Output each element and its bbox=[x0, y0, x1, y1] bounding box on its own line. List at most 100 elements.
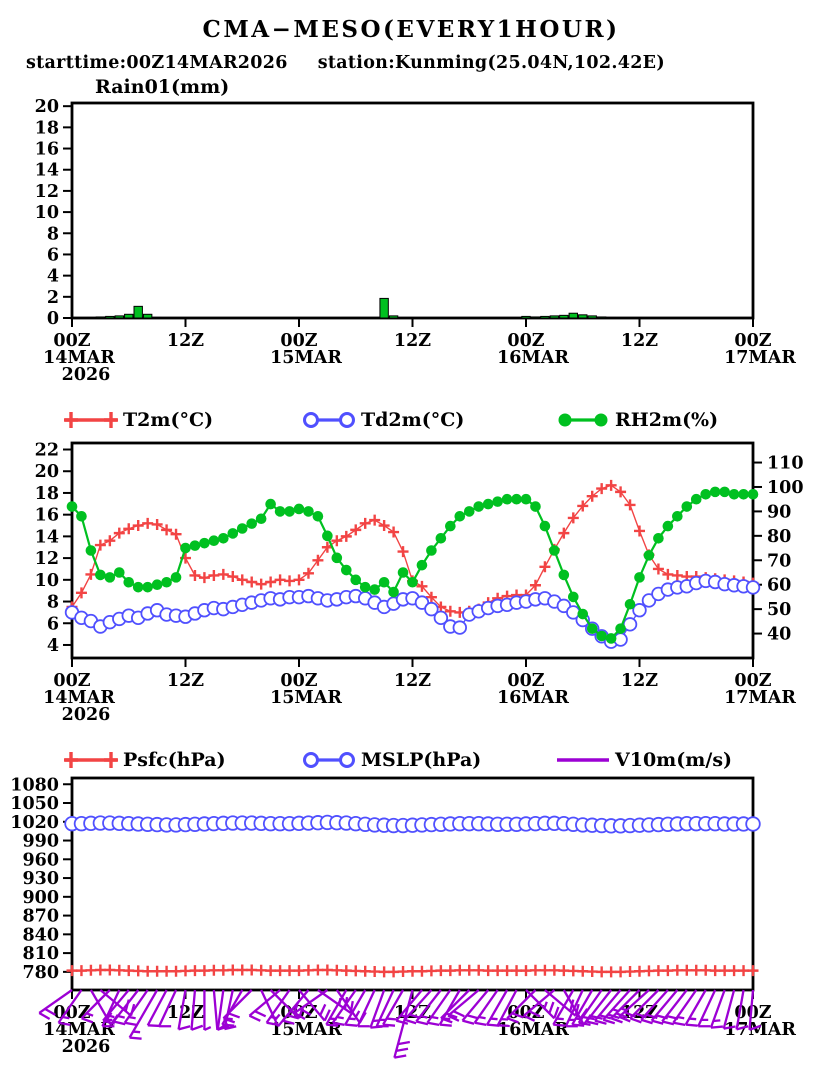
svg-text:00Z: 00Z bbox=[734, 1003, 771, 1023]
svg-text:110: 110 bbox=[767, 454, 804, 474]
svg-text:15MAR: 15MAR bbox=[270, 1020, 342, 1040]
svg-text:00Z: 00Z bbox=[53, 331, 90, 351]
svg-text:15MAR: 15MAR bbox=[270, 348, 342, 368]
svg-text:14MAR: 14MAR bbox=[43, 348, 115, 368]
mslp-series bbox=[64, 814, 761, 834]
svg-text:2026: 2026 bbox=[62, 365, 111, 385]
svg-text:00Z: 00Z bbox=[280, 331, 317, 351]
svg-text:2026: 2026 bbox=[62, 705, 111, 725]
svg-text:2026: 2026 bbox=[62, 1037, 111, 1057]
svg-text:22: 22 bbox=[35, 441, 59, 461]
svg-text:17MAR: 17MAR bbox=[724, 688, 796, 708]
svg-text:12: 12 bbox=[35, 182, 59, 202]
svg-text:12Z: 12Z bbox=[394, 1003, 431, 1023]
psfc-series bbox=[66, 964, 759, 978]
svg-text:8: 8 bbox=[47, 224, 59, 244]
surface-legend: T2m(°C) Td2m(°C) RH2m(%) bbox=[0, 408, 822, 436]
svg-text:12Z: 12Z bbox=[394, 331, 431, 351]
svg-text:60: 60 bbox=[767, 576, 791, 596]
surface-chart: 4681012141618202240506070809010011000Z14… bbox=[35, 441, 804, 725]
svg-text:1020: 1020 bbox=[10, 813, 59, 833]
legend-item-td2m: Td2m(°C) bbox=[300, 408, 464, 432]
svg-text:870: 870 bbox=[22, 907, 59, 927]
pressure-wind-legend: Psfc(hPa) MSLP(hPa) V10m(m/s) bbox=[0, 748, 822, 776]
svg-text:16MAR: 16MAR bbox=[497, 348, 569, 368]
svg-text:00Z: 00Z bbox=[734, 331, 771, 351]
rain-panel-title: Rain01(mm) bbox=[95, 76, 230, 98]
svg-text:0: 0 bbox=[47, 309, 59, 329]
svg-text:70: 70 bbox=[767, 551, 791, 571]
svg-text:14MAR: 14MAR bbox=[43, 688, 115, 708]
svg-text:12Z: 12Z bbox=[167, 671, 204, 691]
run-info: starttime:00Z14MAR2026 station:Kunming(25… bbox=[26, 53, 665, 73]
t2m-marker-icon bbox=[62, 408, 120, 432]
svg-text:16: 16 bbox=[35, 140, 59, 160]
svg-text:12Z: 12Z bbox=[394, 671, 431, 691]
svg-text:900: 900 bbox=[22, 888, 59, 908]
psfc-legend-label: Psfc(hPa) bbox=[123, 749, 226, 771]
svg-text:14MAR: 14MAR bbox=[43, 1020, 115, 1040]
svg-text:16MAR: 16MAR bbox=[497, 1020, 569, 1040]
svg-text:20: 20 bbox=[35, 462, 59, 482]
svg-text:14: 14 bbox=[35, 527, 59, 547]
svg-text:6: 6 bbox=[47, 614, 59, 634]
starttime-label: starttime:00Z14MAR2026 bbox=[26, 53, 288, 73]
svg-text:840: 840 bbox=[22, 925, 59, 945]
legend-item-v10m: V10m(m/s) bbox=[554, 748, 732, 772]
svg-text:960: 960 bbox=[22, 850, 59, 870]
td2m-marker-icon bbox=[300, 408, 358, 432]
svg-text:930: 930 bbox=[22, 869, 59, 889]
page-title: CMA−MESO(EVERY1HOUR) bbox=[202, 16, 620, 43]
td2m-legend-label: Td2m(°C) bbox=[361, 409, 465, 431]
svg-text:00Z: 00Z bbox=[280, 671, 317, 691]
svg-text:17MAR: 17MAR bbox=[724, 348, 796, 368]
rh2m-marker-icon bbox=[554, 408, 612, 432]
wind-barbs bbox=[38, 989, 762, 1059]
svg-text:90: 90 bbox=[767, 502, 791, 522]
v10m-line-icon bbox=[554, 748, 612, 772]
svg-text:12Z: 12Z bbox=[167, 331, 204, 351]
svg-text:810: 810 bbox=[22, 944, 59, 964]
svg-text:18: 18 bbox=[35, 118, 59, 138]
svg-text:15MAR: 15MAR bbox=[270, 688, 342, 708]
svg-text:16MAR: 16MAR bbox=[497, 688, 569, 708]
rh2m-legend-label: RH2m(%) bbox=[615, 409, 719, 431]
mslp-marker-icon bbox=[300, 748, 358, 772]
svg-text:100: 100 bbox=[767, 478, 804, 498]
svg-text:1050: 1050 bbox=[10, 794, 59, 814]
svg-text:50: 50 bbox=[767, 600, 791, 620]
svg-text:00Z: 00Z bbox=[507, 331, 544, 351]
mslp-legend-label: MSLP(hPa) bbox=[361, 749, 482, 771]
td2m-series bbox=[64, 573, 761, 649]
svg-text:1080: 1080 bbox=[10, 775, 59, 795]
v10m-legend-label: V10m(m/s) bbox=[615, 749, 733, 771]
svg-text:00Z: 00Z bbox=[734, 671, 771, 691]
legend-item-rh2m: RH2m(%) bbox=[554, 408, 718, 432]
t2m-legend-label: T2m(°C) bbox=[123, 409, 214, 431]
legend-item-mslp: MSLP(hPa) bbox=[300, 748, 481, 772]
rh2m-series bbox=[66, 486, 759, 644]
svg-text:14: 14 bbox=[35, 161, 59, 181]
station-label: station:Kunming(25.04N,102.42E) bbox=[317, 53, 665, 73]
svg-text:12: 12 bbox=[35, 549, 59, 569]
svg-text:10: 10 bbox=[35, 203, 59, 223]
svg-text:2: 2 bbox=[47, 288, 59, 308]
svg-text:4: 4 bbox=[47, 636, 59, 656]
svg-text:18: 18 bbox=[35, 484, 59, 504]
svg-text:12Z: 12Z bbox=[621, 331, 658, 351]
svg-text:00Z: 00Z bbox=[53, 671, 90, 691]
svg-text:12Z: 12Z bbox=[167, 1003, 204, 1023]
legend-item-t2m: T2m(°C) bbox=[62, 408, 213, 432]
psfc-marker-icon bbox=[62, 748, 120, 772]
svg-text:6: 6 bbox=[47, 245, 59, 265]
svg-text:8: 8 bbox=[47, 593, 59, 613]
svg-text:16: 16 bbox=[35, 506, 59, 526]
svg-text:17MAR: 17MAR bbox=[724, 1020, 796, 1040]
svg-text:00Z: 00Z bbox=[507, 671, 544, 691]
svg-text:40: 40 bbox=[767, 625, 791, 645]
svg-text:4: 4 bbox=[47, 267, 59, 287]
svg-text:990: 990 bbox=[22, 832, 59, 852]
